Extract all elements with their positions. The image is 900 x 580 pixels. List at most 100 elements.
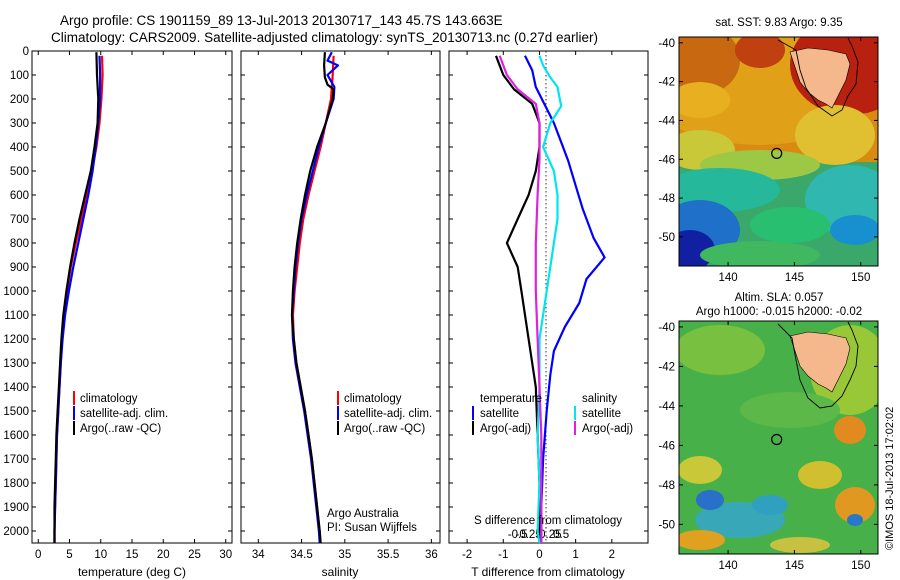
header-line1: Argo profile: CS 1901159_89 13-Jul-2013 …: [60, 13, 503, 28]
map-lon-label: 150: [851, 560, 870, 572]
map-lat-label: -50: [658, 232, 675, 244]
y-tick-label: 1700: [3, 454, 29, 466]
map-lat-label: -50: [658, 519, 675, 531]
legend-temperature-title: temperature: [480, 393, 542, 405]
sla-map-frame: [678, 320, 879, 555]
map-lat-label: -48: [658, 480, 675, 492]
series-line-argo-raw-qc-: [53, 52, 100, 543]
map-lat-label: -44: [658, 115, 675, 127]
sla-map-image: [679, 321, 878, 554]
y-tick-label: 500: [10, 166, 29, 178]
y-tick-label: 100: [10, 70, 29, 82]
y-tick-label: 300: [10, 118, 29, 130]
map-lat-label: -40: [658, 38, 675, 50]
temperature-xlabel: temperature (deg C): [78, 565, 186, 579]
y-tick-label: 1200: [3, 334, 29, 346]
x-tick-label: 15: [126, 549, 139, 561]
y-tick-label: 1400: [3, 382, 29, 394]
panel-temperature: 0 100 200 300 400 500 600 700 800 900 1000 1100 1200…: [3, 46, 233, 579]
y-tick-label: 2000: [3, 526, 29, 538]
map-lon-label: 145: [785, 272, 804, 284]
series-line-argo-raw-qc-: [290, 52, 335, 544]
legend-climatology-label: climatology: [80, 393, 138, 405]
legend-s-argo-label: Argo(-adj): [582, 423, 633, 435]
s-diff-tick-label: 0.5: [553, 529, 569, 541]
temperature-legend: climatology satellite-adj. clim. Argo(..…: [73, 391, 168, 435]
map-lat-label: -42: [658, 361, 675, 373]
map-lat-label: -40: [658, 322, 675, 334]
t-diff-label: T difference from climatology: [471, 565, 625, 579]
x-tick-label: 2: [609, 549, 615, 561]
temperature-axes-frame: [31, 50, 233, 544]
salinity-legend: climatology satellite-adj. clim. Argo(..…: [337, 391, 432, 435]
salinity-xlabel: salinity: [322, 565, 359, 579]
y-tick-label: 200: [10, 94, 29, 106]
legend-climatology-label: climatology: [344, 393, 402, 405]
imos-stamp: ©IMOS 18-Jul-2013 17:02:02: [884, 407, 896, 550]
y-tick-label: 1900: [3, 502, 29, 514]
y-tick-label: 1500: [3, 406, 29, 418]
sst-map-image: [679, 37, 878, 266]
s-diff-tick-label: 0.25: [539, 529, 561, 541]
series-line-t-argo-adj-: [494, 55, 541, 543]
map-lon-label: 145: [785, 560, 804, 572]
legend-argo-label: Argo(..raw -QC): [344, 423, 425, 435]
legend-t-satellite-label: satellite: [480, 408, 519, 420]
legend-satellite-label: satellite-adj. clim.: [80, 408, 168, 420]
sst-map-panel: sat. SST: 9.83 Argo: 9.35 -40 -42 -44 -46 -4…: [658, 17, 879, 284]
map-lat-label: -46: [658, 154, 675, 166]
map-lat-label: -48: [658, 193, 675, 205]
legend-t-argo-label: Argo(-adj): [480, 423, 531, 435]
x-tick-label: -1: [498, 549, 508, 561]
map-lat-label: -46: [658, 440, 675, 452]
x-tick-label: 0: [536, 549, 542, 561]
y-tick-label: 1300: [3, 358, 29, 370]
legend-satellite-label: satellite-adj. clim.: [344, 408, 432, 420]
map-lon-label: 140: [718, 272, 737, 284]
map-lon-label: 150: [851, 272, 870, 284]
x-tick-label: 1: [572, 549, 578, 561]
x-tick-label: 30: [219, 549, 232, 561]
annotation-line1: Argo Australia: [327, 508, 399, 520]
sla-map-title: Altim. SLA: 0.057: [735, 292, 824, 304]
map-lat-label: -44: [658, 401, 675, 413]
x-tick-label: -2: [462, 549, 472, 561]
y-tick-label: 1000: [3, 286, 29, 298]
x-tick-label: 20: [157, 549, 170, 561]
x-tick-label: 35.5: [377, 549, 399, 561]
annotation-line2: PI: Susan Wijffels: [327, 522, 417, 534]
diff-legend-temperature: temperature satellite Argo(-adj): [472, 393, 542, 435]
differences-axes-frame: [448, 50, 649, 544]
x-tick-label: 25: [188, 549, 201, 561]
sla-map-subtitle: Argo h1000: -0.015 h2000: -0.02: [696, 306, 862, 318]
y-tick-label: 400: [10, 142, 29, 154]
y-tick-label: 600: [10, 190, 29, 202]
series-line-t-satellite: [524, 55, 606, 543]
sla-map-panel: Altim. SLA: 0.057 Argo h1000: -0.015 h20…: [658, 292, 879, 572]
sst-map-title: sat. SST: 9.83 Argo: 9.35: [715, 17, 842, 29]
y-tick-label: 800: [10, 238, 29, 250]
x-tick-label: 34: [252, 549, 265, 561]
y-tick-label: 900: [10, 262, 29, 274]
s-diff-label: S difference from climatology: [474, 515, 622, 527]
legend-argo-label: Argo(..raw -QC): [80, 423, 161, 435]
map-lat-label: -42: [658, 77, 675, 89]
s-diff-tick-label: -0.5: [508, 529, 528, 541]
sst-map-frame: [678, 36, 879, 267]
x-tick-label: 36: [425, 549, 438, 561]
header-line2: Climatology: CARS2009. Satellite-adjuste…: [51, 30, 598, 45]
x-tick-label: 5: [66, 549, 72, 561]
sla-argo-marker: [771, 433, 783, 446]
y-tick-label: 700: [10, 214, 29, 226]
legend-s-satellite-label: satellite: [582, 408, 621, 420]
y-tick-label: 1100: [4, 310, 29, 322]
map-lon-label: 140: [718, 560, 737, 572]
x-tick-label: 0: [35, 549, 41, 561]
x-tick-label: 34.5: [290, 549, 312, 561]
y-tick-label: 1800: [3, 478, 29, 490]
legend-salinity-title: salinity: [582, 393, 617, 405]
diff-legend-salinity: salinity satellite Argo(-adj): [574, 393, 633, 435]
sst-argo-marker: [771, 147, 783, 159]
